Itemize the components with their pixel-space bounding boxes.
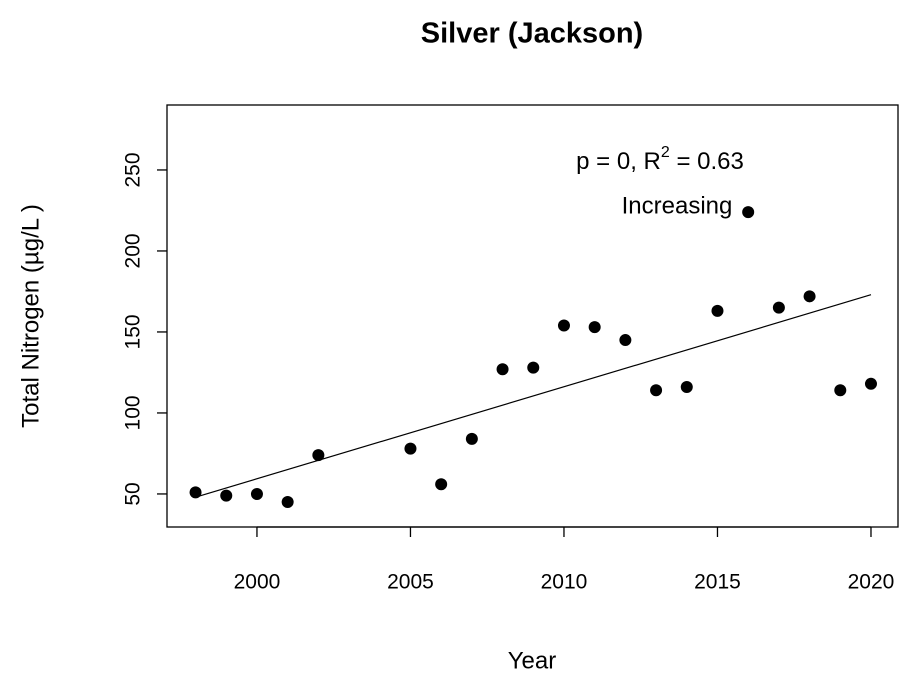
point [619, 334, 632, 347]
trend-label: Increasing [622, 192, 733, 219]
chart-title: Silver (Jackson) [421, 18, 643, 50]
plot-frame [166, 104, 899, 528]
y-tick-label: 150 [122, 314, 145, 349]
point [189, 486, 202, 499]
x-axis-label: Year [508, 647, 557, 674]
y-tick-label: 200 [122, 233, 145, 268]
point [864, 377, 877, 390]
point [742, 206, 755, 219]
point [834, 384, 847, 397]
annotation: p = 0, R2 = 0.63 [576, 144, 744, 175]
point [557, 319, 570, 332]
point [803, 290, 816, 303]
y-tick-label: 250 [122, 152, 145, 187]
point [435, 478, 448, 491]
x-tick-label: 2015 [694, 571, 741, 594]
annotation-text: p = 0, R [576, 148, 661, 175]
point [496, 363, 509, 376]
point [220, 489, 233, 502]
point [404, 442, 417, 455]
point [711, 304, 724, 317]
point [588, 321, 601, 334]
x-tick-label: 2005 [387, 571, 434, 594]
point [527, 361, 540, 374]
point [250, 487, 263, 500]
y-axis-label: Total Nitrogen (µg/L ) [17, 204, 44, 428]
x-tick-label: 2000 [234, 571, 281, 594]
y-tick-label: 100 [122, 395, 145, 430]
x-tick-label: 2020 [848, 571, 895, 594]
point [650, 384, 663, 397]
point [772, 301, 785, 314]
annotation-superscript: 2 [661, 144, 670, 161]
point [312, 449, 325, 462]
point [281, 496, 294, 509]
annotation-text: = 0.63 [670, 148, 744, 175]
y-tick-label: 50 [122, 482, 145, 505]
point [680, 381, 693, 394]
trend-line [195, 294, 872, 498]
point [465, 432, 478, 445]
x-tick-label: 2010 [541, 571, 588, 594]
